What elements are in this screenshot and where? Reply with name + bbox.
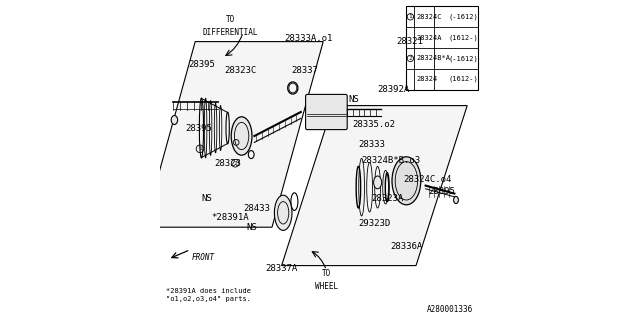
Text: DIFFERENTIAL: DIFFERENTIAL — [203, 28, 258, 36]
Ellipse shape — [231, 117, 252, 155]
Text: NS: NS — [349, 95, 360, 104]
Text: 28395: 28395 — [186, 124, 212, 132]
Text: 28324B*B.o3: 28324B*B.o3 — [362, 156, 420, 164]
Text: 28392A: 28392A — [378, 85, 410, 94]
Text: 2: 2 — [234, 161, 237, 166]
Text: 28323A: 28323A — [371, 194, 403, 203]
Text: *28391A does include
"o1,o2,o3,o4" parts.: *28391A does include "o1,o2,o3,o4" parts… — [166, 288, 252, 302]
Text: (1612-): (1612-) — [448, 76, 477, 83]
FancyBboxPatch shape — [306, 94, 347, 130]
Ellipse shape — [454, 196, 458, 204]
Text: 28333A.o1: 28333A.o1 — [285, 34, 333, 43]
Text: 29323D: 29323D — [358, 220, 390, 228]
Text: 28433: 28433 — [243, 204, 270, 212]
Text: 28324C.o4: 28324C.o4 — [403, 175, 452, 184]
Text: 2: 2 — [408, 56, 412, 61]
Text: NS: NS — [202, 194, 212, 203]
Text: (-1612): (-1612) — [448, 55, 477, 62]
Text: 28395: 28395 — [189, 60, 216, 68]
Polygon shape — [144, 42, 323, 227]
Text: TO: TO — [322, 269, 331, 278]
Text: 1: 1 — [408, 14, 412, 19]
Text: 28324B*A: 28324B*A — [416, 55, 450, 61]
Text: 28335.o2: 28335.o2 — [352, 120, 395, 129]
Text: 28395: 28395 — [429, 188, 456, 196]
Text: 28321: 28321 — [397, 37, 424, 46]
Text: 28336A: 28336A — [390, 242, 422, 251]
Text: 1: 1 — [198, 146, 202, 151]
Text: TO: TO — [226, 15, 235, 24]
Text: (-1612): (-1612) — [448, 13, 477, 20]
Bar — [406, 6, 479, 90]
Text: (1612-): (1612-) — [448, 34, 477, 41]
Text: 28337A: 28337A — [266, 264, 298, 273]
Text: 28323: 28323 — [214, 159, 241, 168]
Text: NS: NS — [246, 223, 257, 232]
Polygon shape — [282, 106, 467, 266]
Ellipse shape — [275, 195, 292, 230]
Text: 28337: 28337 — [291, 66, 318, 75]
Text: A280001336: A280001336 — [428, 305, 474, 314]
Text: 28323C: 28323C — [224, 66, 256, 75]
Ellipse shape — [172, 116, 178, 124]
Text: 28324A: 28324A — [416, 35, 442, 41]
Text: 28324: 28324 — [416, 76, 437, 82]
Text: FRONT: FRONT — [192, 253, 215, 262]
Text: 28333: 28333 — [358, 140, 385, 148]
Text: 28324C: 28324C — [416, 14, 442, 20]
Text: *28391A: *28391A — [211, 213, 249, 222]
Text: WHEEL: WHEEL — [315, 282, 338, 291]
Ellipse shape — [374, 176, 381, 189]
Ellipse shape — [392, 157, 421, 205]
